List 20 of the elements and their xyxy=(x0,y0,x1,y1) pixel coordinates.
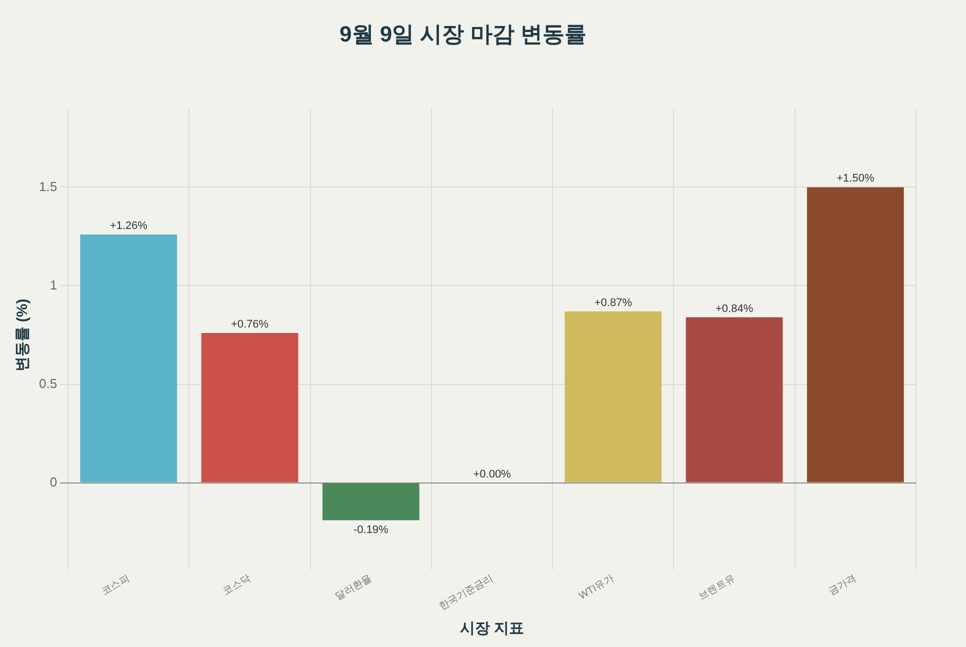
data-label: +0.87% xyxy=(594,296,632,309)
y-tick-label: 0.5 xyxy=(38,376,58,391)
data-label: +1.26% xyxy=(110,220,148,232)
y-tick-label: 1.5 xyxy=(38,178,58,194)
bar xyxy=(686,317,783,482)
y-tick-label: 0 xyxy=(50,474,58,490)
bar xyxy=(564,311,662,482)
bar xyxy=(322,483,420,520)
data-label: +1.50% xyxy=(836,172,874,185)
data-label: +0.76% xyxy=(230,318,269,331)
data-label: -0.19% xyxy=(353,524,389,536)
data-label: +0.84% xyxy=(715,302,754,315)
chart-title: 9월 9일 시장 마감 변동률 xyxy=(340,21,586,46)
bar xyxy=(201,333,298,482)
x-axis-title: 시장 지표 xyxy=(460,620,524,638)
data-label: +0.00% xyxy=(473,468,512,480)
bar xyxy=(806,187,904,482)
y-axis-title: 변동률 (%) xyxy=(14,298,32,372)
y-tick-label: 1 xyxy=(50,277,58,292)
bar xyxy=(80,234,178,482)
